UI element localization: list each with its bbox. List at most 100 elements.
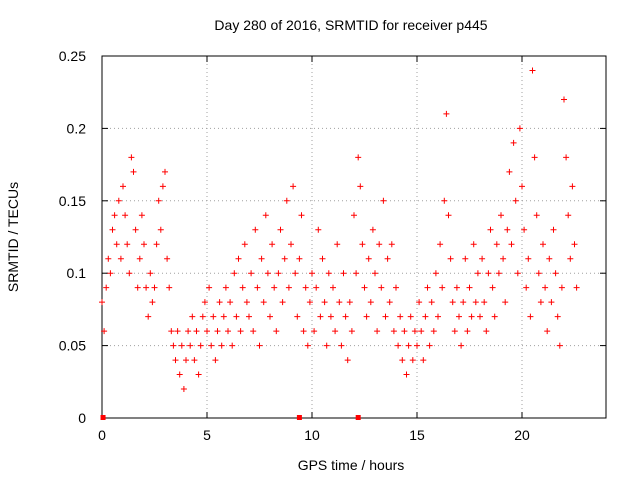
data-point [491,313,498,320]
data-point [468,313,475,320]
data-point [359,241,366,248]
data-point [540,241,546,248]
data-point [424,284,431,291]
data-point [529,67,536,74]
data-point [477,313,483,320]
data-point [567,255,574,262]
data-point [323,342,330,349]
data-point [369,226,376,233]
data-point [348,328,355,335]
data-point [344,357,351,364]
data-point [372,270,378,277]
data-point [561,96,567,103]
data-point [313,284,320,291]
x-tick-labels: 0 5 10 15 20 [98,427,530,443]
data-point [363,313,370,320]
data-point [101,328,108,335]
data-point [411,328,418,335]
data-point [563,154,570,161]
data-point [309,270,315,277]
data-point [187,342,194,349]
data-point [420,357,427,364]
data-point [479,255,486,262]
data-point [535,270,542,277]
data-point [302,284,309,291]
data-point [437,241,444,248]
data-point [138,212,145,219]
gap-marker [296,415,302,420]
data-point [216,299,223,306]
data-point [143,284,150,291]
y-tick-label: 0.15 [59,193,86,209]
data-point [546,255,553,262]
data-point [250,328,257,335]
data-point [338,342,345,349]
data-point [199,313,206,320]
data-point [212,357,219,364]
data-point [300,328,307,335]
data-point [206,284,213,291]
data-point [317,313,324,320]
data-point [481,299,488,306]
y-tick-label: 0.25 [59,48,86,64]
data-point [502,299,509,306]
data-point [466,284,473,291]
data-point [130,168,137,175]
data-point [384,255,391,262]
data-point [111,212,118,219]
data-point [252,226,259,233]
data-point [214,328,221,335]
data-point [281,255,288,262]
data-point [327,313,334,320]
data-point [542,284,549,291]
data-point [548,299,555,306]
data-point [498,212,504,219]
data-point [487,226,494,233]
data-point [262,212,269,219]
data-point [117,255,124,262]
data-point [388,241,395,248]
data-point [155,197,162,204]
data-point [355,154,362,161]
gap-marker [100,415,106,420]
data-point [279,299,286,306]
grid [102,56,606,418]
data-point [533,212,540,219]
data-point [472,299,479,306]
data-point [483,328,490,335]
data-point [239,284,246,291]
data-point [544,328,551,335]
data-point [231,270,238,277]
data-point [451,328,458,335]
data-point [357,183,364,190]
data-point [208,342,215,349]
data-point [176,371,183,378]
data-point [508,241,515,248]
data-point [164,255,171,262]
data-point [277,226,284,233]
data-point [367,299,374,306]
data-point [340,270,347,277]
data-point [283,197,290,204]
data-point [296,255,303,262]
data-point [414,342,420,349]
data-point [141,241,147,248]
data-point [288,241,294,248]
data-point [195,371,202,378]
y-axis-label: SRMTID / TECUs [5,182,21,292]
data-point [115,197,122,204]
data-point [361,284,368,291]
data-point [443,110,450,117]
data-point [218,342,225,349]
data-point [342,313,349,320]
data-point [346,299,353,306]
data-point [157,226,164,233]
data-point [99,299,105,306]
y-tick-labels: 0 0.05 0.1 0.15 0.2 0.25 [59,48,86,426]
data-point [153,241,160,248]
data-point [399,357,406,364]
data-point [183,357,189,364]
data-point [180,386,187,393]
data-point [565,212,572,219]
data-point [109,226,116,233]
